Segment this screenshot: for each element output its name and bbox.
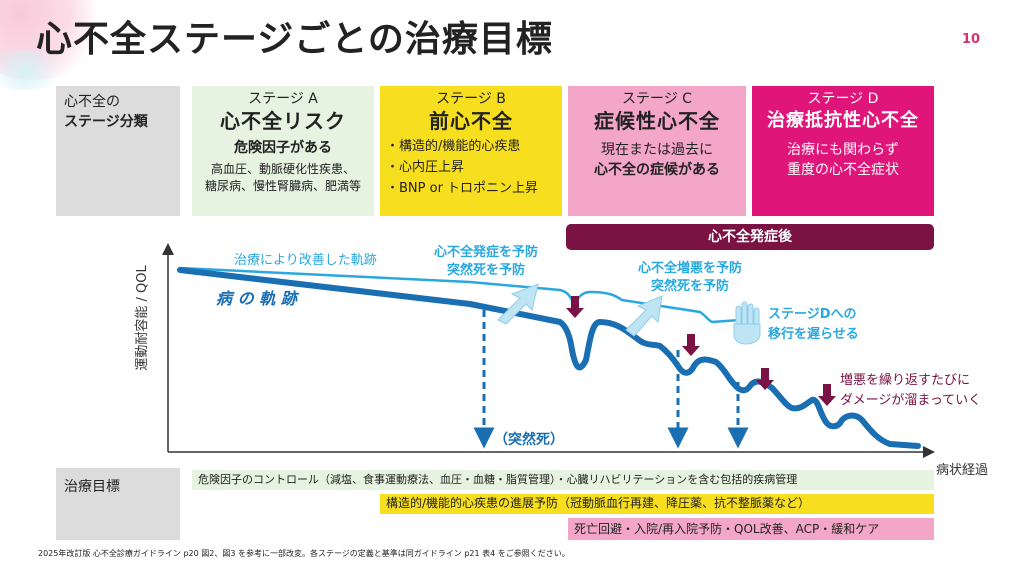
stage-d-sub1: 治療にも関わらず [787, 142, 899, 158]
goal-text-3: 死亡回避・入院/再入院予防・QOL改善、ACP・緩和ケア [574, 522, 880, 536]
prevent-onset-line1: 心不全発症を予防 [434, 244, 538, 260]
stage-a-name: ステージ A [248, 91, 318, 107]
stage-b-box: ステージ B 前心不全 ・構造的/機能的心疾患 ・心内圧上昇 ・BNP or ト… [380, 86, 562, 216]
worsening-arrow-2 [682, 334, 700, 356]
delay-stage-d-line2: 移行を遅らせる [768, 326, 859, 342]
classification-label: 心不全の ステージ分類 [56, 86, 180, 216]
goal-bar-3: 死亡回避・入院/再入院予防・QOL改善、ACP・緩和ケア [568, 518, 934, 540]
stage-c-sub2: 心不全の症候がある [594, 162, 720, 178]
prevent-worsening-line1: 心不全増悪を予防 [638, 260, 742, 276]
stage-c-box: ステージ C 症候性心不全 現在または過去に 心不全の症候がある [568, 86, 746, 216]
decorative-blob-blue [0, 50, 70, 90]
page-number: 10 [962, 32, 981, 47]
goal-bar-1: 危険因子のコントロール（減塩、食事運動療法、血圧・血糖・脂質管理）・心臓リハビリ… [192, 470, 934, 490]
post-onset-bar: 心不全発症後 [566, 224, 934, 250]
worsening-arrow-3 [756, 368, 774, 390]
improvement-arrow-2 [625, 295, 663, 337]
stage-b-bullet-1: ・構造的/機能的心疾患 [386, 139, 521, 154]
goal-bar-2: 構造的/機能的心疾患の進展予防（冠動脈血行再建、降圧薬、抗不整脈薬など） [380, 494, 934, 514]
delay-stage-d-line1: ステージDへの [768, 307, 857, 322]
stage-a-sub: 危険因子がある [234, 140, 332, 156]
footnote: 2025年改訂版 心不全診療ガイドライン p20 図2、図3 を参考に一部改変。… [38, 549, 570, 558]
stage-b-name: ステージ B [436, 91, 506, 107]
stage-c-sub1: 現在または過去に [601, 142, 713, 158]
goals-label-box: 治療目標 [56, 468, 180, 540]
stage-a-box: ステージ A 心不全リスク 危険因子がある 高血圧、動脈硬化性疾患、 糖尿病、慢… [192, 86, 374, 216]
stage-b-bullet-3: ・BNP or トロポニン上昇 [386, 181, 539, 196]
prevent-worsening-line2: 突然死を予防 [651, 278, 729, 294]
improvement-arrow-1 [497, 283, 539, 325]
stage-d-name: ステージ D [807, 91, 879, 107]
sudden-death-label: （突然死） [494, 431, 564, 448]
classification-label-line1: 心不全の [64, 94, 120, 110]
damage-note-line2: ダメージが溜まっていく [840, 393, 981, 408]
goal-text-2: 構造的/機能的心疾患の進展予防（冠動脈血行再建、降圧薬、抗不整脈薬など） [386, 496, 811, 510]
stage-d-title: 治療抵抗性心不全 [767, 110, 919, 131]
stage-a-desc2: 糖尿病、慢性腎臓病、肥満等 [204, 179, 361, 193]
post-onset-label: 心不全発症後 [708, 229, 792, 245]
x-axis-label: 病状経過 [936, 463, 988, 478]
stage-a-desc1: 高血圧、動脈硬化性疾患、 [210, 162, 355, 176]
stage-d-sub2: 重度の心不全症状 [787, 162, 899, 178]
stage-b-bullet-2: ・心内圧上昇 [386, 160, 465, 175]
disease-trajectory-line [177, 267, 921, 449]
prevent-onset-line2: 突然死を予防 [447, 262, 525, 278]
improved-trajectory-label: 治療により改善した軌跡 [234, 252, 377, 268]
classification-label-line2: ステージ分類 [64, 114, 148, 130]
disease-trajectory-label: 病 の 軌 跡 [216, 289, 300, 308]
stage-d-box: ステージ D 治療抵抗性心不全 治療にも関わらず 重度の心不全症状 [752, 86, 934, 216]
stage-a-title: 心不全リスク [220, 109, 346, 133]
stage-c-title: 症候性心不全 [594, 109, 720, 133]
stage-c-name: ステージ C [622, 91, 692, 107]
improved-trajectory-line [179, 266, 741, 324]
y-axis-label: 運動耐容能 / QOL [134, 265, 150, 371]
page-title: 心不全ステージごとの治療目標 [36, 19, 553, 60]
goals-label: 治療目標 [64, 479, 120, 495]
worsening-arrow-1 [566, 296, 584, 318]
hand-stop-icon [733, 301, 761, 345]
sudden-death-arrows [473, 310, 749, 449]
worsening-arrows [566, 296, 836, 406]
stage-b-title: 前心不全 [429, 109, 513, 133]
damage-note-line1: 増悪を繰り返すたびに [840, 373, 970, 388]
worsening-arrow-4 [818, 384, 836, 406]
goal-text-1: 危険因子のコントロール（減塩、食事運動療法、血圧・血糖・脂質管理）・心臓リハビリ… [198, 473, 798, 486]
